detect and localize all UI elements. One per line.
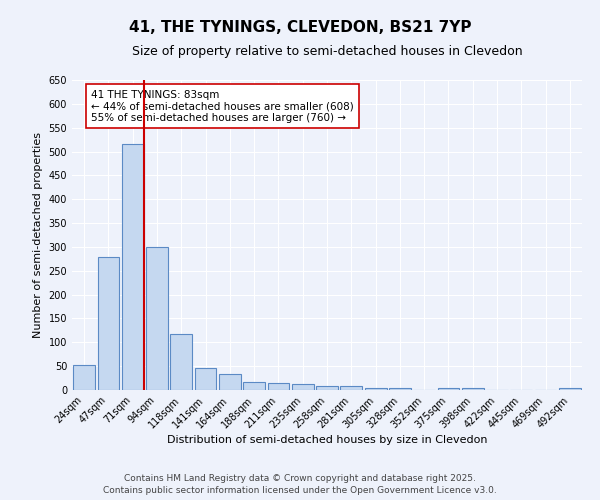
Bar (219, 374, 241, 390)
Bar (559, 388, 581, 390)
Bar (170, 334, 192, 390)
Bar (292, 384, 314, 390)
Y-axis label: Number of semi-detached properties: Number of semi-detached properties (33, 132, 43, 338)
Bar (462, 388, 484, 390)
Bar (316, 386, 338, 390)
Bar (122, 144, 143, 390)
Bar (146, 247, 168, 390)
Bar (73, 365, 95, 390)
Bar (365, 388, 386, 390)
Bar (389, 388, 411, 390)
X-axis label: Distribution of semi-detached houses by size in Clevedon: Distribution of semi-detached houses by … (167, 436, 487, 446)
Bar (340, 386, 362, 390)
Bar (243, 382, 265, 390)
Bar (437, 388, 460, 390)
Text: 41, THE TYNINGS, CLEVEDON, BS21 7YP: 41, THE TYNINGS, CLEVEDON, BS21 7YP (129, 20, 471, 35)
Title: Size of property relative to semi-detached houses in Clevedon: Size of property relative to semi-detach… (131, 45, 523, 58)
Bar (97, 258, 119, 390)
Bar (194, 368, 217, 390)
Bar (268, 383, 289, 390)
Text: Contains HM Land Registry data © Crown copyright and database right 2025.
Contai: Contains HM Land Registry data © Crown c… (103, 474, 497, 495)
Text: 41 THE TYNINGS: 83sqm
← 44% of semi-detached houses are smaller (608)
55% of sem: 41 THE TYNINGS: 83sqm ← 44% of semi-deta… (91, 90, 354, 122)
